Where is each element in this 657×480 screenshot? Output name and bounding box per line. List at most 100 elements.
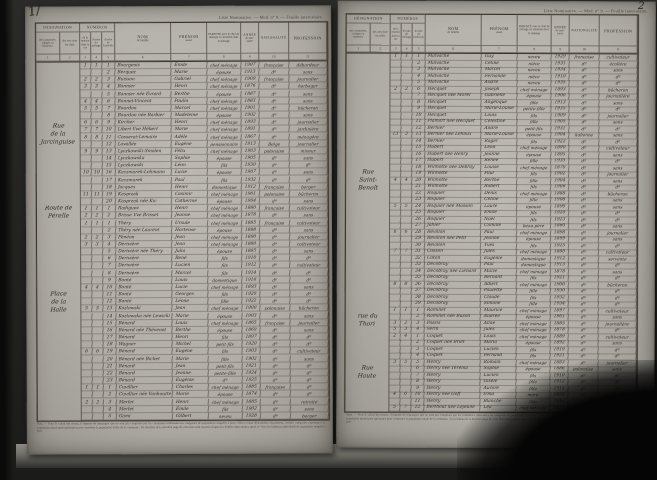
cell-individu: 13 — [102, 305, 117, 313]
cell-prenom: Jeanne — [480, 236, 518, 243]
cell-maison — [389, 209, 402, 217]
cell-parente: épouse — [207, 90, 242, 98]
street-label: Place de la Halle — [36, 219, 82, 385]
cell-annee: 1900 — [241, 305, 261, 313]
cell-menage — [91, 262, 104, 271]
cell-parente: chef ménage — [207, 212, 243, 220]
cell-menage — [401, 105, 413, 113]
cell-individu: 14 — [103, 312, 117, 321]
cell-menage — [400, 170, 413, 178]
cell-profession: cultivateur — [289, 261, 329, 270]
cell-maison: 1 — [80, 219, 93, 228]
cell-nationalite: dº — [260, 398, 292, 406]
cell-parente: petit-fils — [208, 362, 243, 370]
header-colnum-11: 11 — [289, 53, 328, 61]
cell-nom: Plamart née Hecquet — [425, 118, 482, 126]
cell-prenom: Henri — [172, 398, 210, 406]
cell-individu: 12 — [411, 405, 425, 412]
cell-nationalite: dº — [568, 210, 600, 218]
cell-maison — [81, 320, 93, 328]
cell-nationalite: italienne — [568, 132, 600, 139]
cell-prenom: Louis — [171, 276, 209, 284]
cell-nom: Hecquet — [425, 105, 482, 113]
cell-individu: 4 — [102, 83, 116, 91]
cell-prenom: Eugène — [172, 348, 209, 356]
cell-annee: 1891 — [241, 126, 260, 134]
cell-prenom: Hortense — [171, 226, 209, 234]
cell-menage: 7 — [400, 405, 412, 412]
cell-prenom: Lucien — [171, 262, 209, 270]
cell-nationalite: dº — [568, 158, 600, 165]
cell-profession: cultivateur — [598, 145, 638, 153]
cell-individu: 3 — [412, 66, 426, 74]
cell-annee: 1905 — [551, 119, 570, 126]
header-group-designation: DÉSIGNATION — [36, 23, 81, 33]
cell-menage — [91, 141, 103, 149]
header-nom: NOM de famille — [115, 23, 172, 55]
cell-nom: Gami — [116, 412, 174, 421]
cell-maison: 7 — [80, 126, 92, 135]
header-annee-sub: de nais- sance — [245, 35, 255, 43]
cell-individu: 22 — [103, 370, 117, 378]
cell-individu: 2 — [411, 314, 426, 321]
table-header: DÉSIGNATION NUMÉROS des communes, villag… — [346, 14, 638, 55]
cell-individu: 2 — [102, 212, 117, 220]
header-nom-sub: de famille — [447, 29, 459, 34]
cell-nom: Wilmotte — [424, 183, 482, 191]
street-label: Rue Saint- Benoît — [345, 53, 391, 308]
cell-parente: neveu — [517, 80, 552, 87]
header-colnum-8: 8 — [207, 53, 242, 61]
cell-maison — [389, 274, 402, 282]
cell-individu: 6 — [102, 98, 116, 106]
cell-menage — [401, 79, 413, 87]
cell-prenom: Eugène — [171, 140, 208, 148]
cell-individu: 21 — [411, 183, 426, 191]
cell-annee: 1885 — [242, 398, 262, 406]
cell-prenom: Marcel — [481, 66, 518, 74]
header-colnum-1: 1 — [346, 45, 371, 53]
cell-annee: 1907 — [241, 169, 261, 177]
cell-nationalite: dº — [260, 412, 292, 420]
street-label-line: Jarcinguise — [40, 138, 76, 146]
header-colnum-5: 5 — [102, 54, 116, 62]
folio-number-right: 2 — [637, 0, 645, 13]
cell-prenom: Henri — [171, 83, 208, 91]
cell-nom: Merlet — [116, 405, 174, 414]
cell-profession: dº — [599, 106, 638, 114]
cell-profession: dº — [598, 158, 638, 166]
cell-menage — [92, 320, 104, 328]
cell-nationalite: dº — [259, 90, 290, 98]
cell-nationalite: dº — [260, 405, 292, 413]
cell-maison — [389, 196, 402, 204]
cell-parente: chef ménage — [516, 327, 551, 335]
cell-parente: chef ménage — [208, 319, 243, 327]
cell-annee: 1883 — [241, 97, 260, 105]
cell-profession: sans — [289, 168, 329, 177]
cell-profession: dº — [289, 268, 329, 277]
cell-parente: épouse — [208, 312, 243, 320]
cell-maison: 13 — [389, 131, 402, 139]
cell-nom: Hubert — [424, 144, 482, 152]
cell-annee: 1928 — [242, 412, 262, 420]
street-label-line: Place — [50, 290, 68, 298]
cell-annee: 1887 — [241, 90, 260, 98]
cell-nationalite: française — [259, 219, 291, 227]
cell-maison — [389, 222, 402, 230]
cell-menage — [92, 391, 105, 399]
cell-menage: 11 — [91, 191, 104, 199]
cell-individu: 19 — [103, 348, 117, 356]
cell-annee: 1904 — [550, 132, 570, 139]
header-colnum-2: 2 — [60, 54, 81, 62]
cell-parente: épouse — [517, 93, 552, 100]
cell-annee: 1934 — [551, 67, 570, 74]
cell-maison: 4 — [80, 98, 92, 106]
cell-annee: 1888 — [241, 226, 261, 234]
cell-nationalite: dº — [260, 347, 291, 356]
cell-parente: chef ménage — [207, 219, 243, 227]
cell-menage: 1 — [91, 219, 104, 228]
cell-annee: 1892 — [550, 340, 569, 348]
cell-parente: fils — [516, 171, 552, 178]
cell-annee: 1902 — [550, 171, 570, 178]
cell-nom: Kaczmarek-Lehmann — [115, 169, 173, 177]
cell-annee: 1912 — [241, 183, 261, 191]
